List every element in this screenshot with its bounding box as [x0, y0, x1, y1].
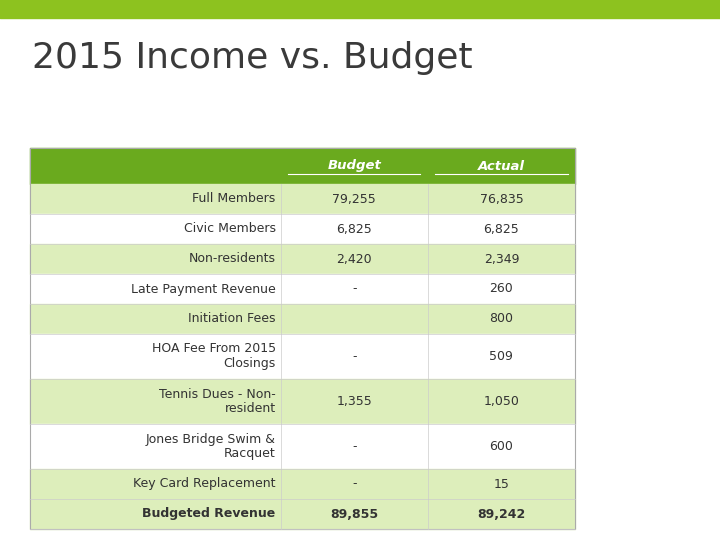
Text: 1,355: 1,355 [336, 395, 372, 408]
Text: Full Members: Full Members [192, 192, 276, 206]
Text: Key Card Replacement: Key Card Replacement [133, 477, 276, 490]
Bar [30, 148, 575, 529]
Text: Budget: Budget [328, 159, 381, 172]
Text: Initiation Fees: Initiation Fees [188, 313, 276, 326]
Text: Non-residents: Non-residents [189, 253, 276, 266]
Text: -: - [352, 350, 356, 363]
Text: Late Payment Revenue: Late Payment Revenue [131, 282, 276, 295]
Text: HOA Fee From 2015
Closings: HOA Fee From 2015 Closings [152, 342, 276, 370]
Text: 89,855: 89,855 [330, 508, 378, 521]
Text: Budgeted Revenue: Budgeted Revenue [143, 508, 276, 521]
Text: 15: 15 [493, 477, 509, 490]
Text: -: - [352, 440, 356, 453]
Text: Jones Bridge Swim &
Racquet: Jones Bridge Swim & Racquet [145, 433, 276, 461]
Text: 260: 260 [490, 282, 513, 295]
Text: Civic Members: Civic Members [184, 222, 276, 235]
Text: 1,050: 1,050 [484, 395, 519, 408]
Text: 76,835: 76,835 [480, 192, 523, 206]
Text: Actual: Actual [478, 159, 525, 172]
Text: Tennis Dues - Non-
resident: Tennis Dues - Non- resident [159, 388, 276, 415]
Text: -: - [352, 477, 356, 490]
Text: 800: 800 [490, 313, 513, 326]
Text: 600: 600 [490, 440, 513, 453]
Text: 2,420: 2,420 [336, 253, 372, 266]
Text: 6,825: 6,825 [484, 222, 519, 235]
Text: 2015 Income vs. Budget: 2015 Income vs. Budget [32, 41, 472, 75]
Text: 6,825: 6,825 [336, 222, 372, 235]
Text: 79,255: 79,255 [333, 192, 376, 206]
Text: 2,349: 2,349 [484, 253, 519, 266]
Text: 89,242: 89,242 [477, 508, 526, 521]
Text: 509: 509 [490, 350, 513, 363]
Text: -: - [352, 282, 356, 295]
